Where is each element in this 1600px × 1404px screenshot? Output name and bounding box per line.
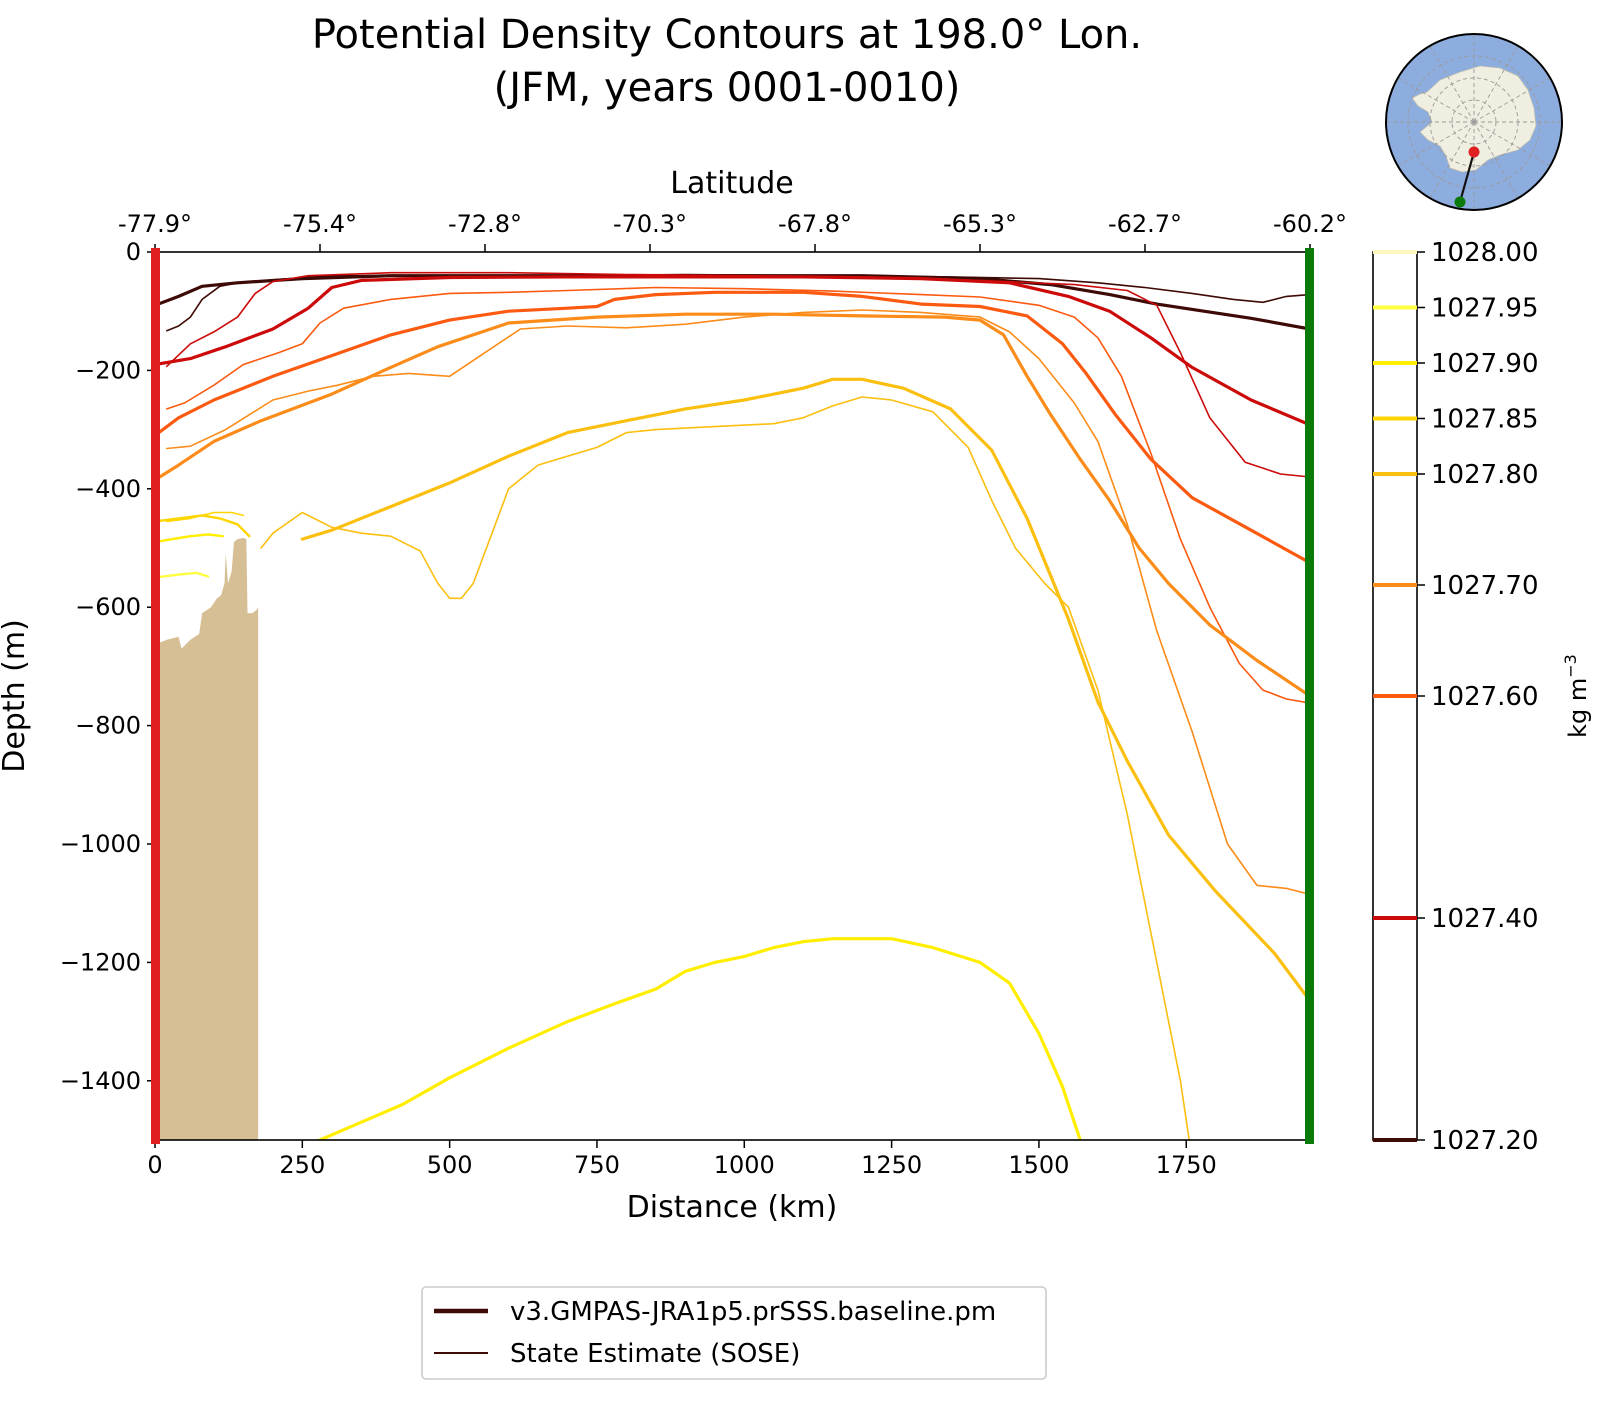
- map-meridian-line: [1429, 45, 1475, 123]
- chart-title: Potential Density Contours at 198.0° Lon…: [312, 12, 1142, 58]
- y-axis-ticks: 0 −200 −400 −600 −800 −1000 −1200 −1400: [60, 238, 155, 1095]
- legend-label: v3.GMPAS-JRA1p5.prSSS.baseline.pm: [510, 1297, 996, 1327]
- top-tick-label: -75.4°: [283, 210, 357, 238]
- colorbar-tick-label: 1027.80: [1431, 460, 1539, 490]
- colorbar-label: kg m−3: [1561, 654, 1592, 738]
- x-tick-label: 250: [279, 1151, 325, 1179]
- map-meridian-line: [1473, 121, 1519, 199]
- colorbar-tick-label: 1027.95: [1431, 294, 1539, 324]
- legend: v3.GMPAS-JRA1p5.prSSS.baseline.pm State E…: [421, 1286, 1047, 1380]
- contour-1027-60-model-4: [155, 290, 1310, 565]
- legend-box: [421, 1286, 1047, 1380]
- map-meridian-line: [1429, 121, 1475, 199]
- colorbar-tick-label: 1027.60: [1431, 682, 1539, 712]
- colorbar-tick-label: 1027.20: [1431, 1126, 1539, 1156]
- contour-1027-90-model-13: [155, 533, 224, 544]
- inset-location-map: [1385, 33, 1563, 211]
- y-tick-label: −1000: [60, 830, 141, 858]
- colorbar-unit: kg m: [1564, 678, 1592, 738]
- contour-1027-70-model-6: [155, 312, 1310, 698]
- contour-series-layer: [155, 271, 1310, 1140]
- colorbar-tick-label: 1027.85: [1431, 405, 1539, 435]
- map-end-point: [1454, 196, 1466, 208]
- x-axis-ticks: 0 250 500 750 1000 1250 1500 1750: [147, 1140, 1217, 1179]
- contour-1027-80-model-8: [300, 377, 1310, 1003]
- map-meridian-line: [1397, 77, 1475, 123]
- contour-1027-40-sose-3: [166, 271, 1310, 478]
- top-tick-label: -65.3°: [943, 210, 1017, 238]
- section-start-marker: [151, 248, 160, 1144]
- contour-1027-95-model-14: [155, 571, 210, 579]
- contour-1027-40-model-2: [155, 275, 1310, 427]
- map-meridian-line: [1473, 77, 1551, 123]
- top-tick-label: -62.7°: [1108, 210, 1182, 238]
- y-tick-label: −400: [75, 475, 141, 503]
- contour-1027-70-sose-7: [166, 309, 1310, 896]
- y-axis-label: Depth (m): [0, 619, 32, 773]
- map-meridian-line: [1397, 121, 1475, 167]
- colorbar-tick-label: 1027.70: [1431, 571, 1539, 601]
- top-tick-label: -72.8°: [448, 210, 522, 238]
- x-tick-label: 1500: [1008, 1151, 1069, 1179]
- y-tick-label: −200: [75, 356, 141, 384]
- bathymetry-layer: [155, 537, 259, 1140]
- plot-background: [155, 252, 1310, 1140]
- x-tick-label: 0: [147, 1151, 162, 1179]
- chart-subtitle: (JFM, years 0001-0010): [494, 65, 961, 111]
- map-section-line: [1458, 151, 1476, 203]
- y-tick-label: −1400: [60, 1067, 141, 1095]
- top-tick-label: -77.9°: [118, 210, 192, 238]
- colorbar: 1028.00 1027.95 1027.90 1027.85 1027.80 1027.…: [1372, 238, 1539, 1156]
- x-axis-label: Distance (km): [627, 1190, 838, 1225]
- y-tick-label: −800: [75, 712, 141, 740]
- contour-1027-90-model-12: [318, 937, 1082, 1140]
- top-tick-label: -60.2°: [1273, 210, 1347, 238]
- contour-1027-85-sose-11: [166, 511, 245, 523]
- y-tick-label: −600: [75, 593, 141, 621]
- top-tick-label: -70.3°: [613, 210, 687, 238]
- map-meridian-line: [1473, 121, 1551, 167]
- map-meridian-line: [1473, 45, 1519, 123]
- x-tick-label: 500: [427, 1151, 473, 1179]
- contour-1027-85-model-10: [155, 514, 251, 538]
- y-tick-label: −1200: [60, 948, 141, 976]
- legend-label: State Estimate (SOSE): [510, 1339, 800, 1369]
- section-end-markers: [151, 248, 1314, 1144]
- y-tick-label: 0: [126, 238, 141, 266]
- x-tick-label: 1250: [861, 1151, 922, 1179]
- colorbar-tick-label: 1027.90: [1431, 349, 1539, 379]
- plot-area: [155, 252, 1310, 1140]
- contour-1027-80-sose-9: [260, 396, 1190, 1140]
- top-axis-label: Latitude: [670, 166, 793, 201]
- top-axis-ticks: -77.9° -75.4° -72.8° -70.3° -67.8° -65.3° -62.…: [118, 210, 1347, 252]
- section-end-marker: [1305, 248, 1314, 1144]
- x-tick-label: 750: [574, 1151, 620, 1179]
- colorbar-tick-label: 1028.00: [1431, 238, 1539, 268]
- x-tick-label: 1750: [1156, 1151, 1217, 1179]
- bathymetry-fill: [155, 537, 259, 1140]
- map-start-point: [1468, 146, 1480, 158]
- colorbar-unit-exponent: −3: [1561, 654, 1580, 678]
- x-tick-label: 1000: [714, 1151, 775, 1179]
- map-border: [1385, 33, 1563, 211]
- colorbar-tick-label: 1027.40: [1431, 904, 1539, 934]
- contour-1027-60-sose-5: [166, 286, 1310, 704]
- top-tick-label: -67.8°: [778, 210, 852, 238]
